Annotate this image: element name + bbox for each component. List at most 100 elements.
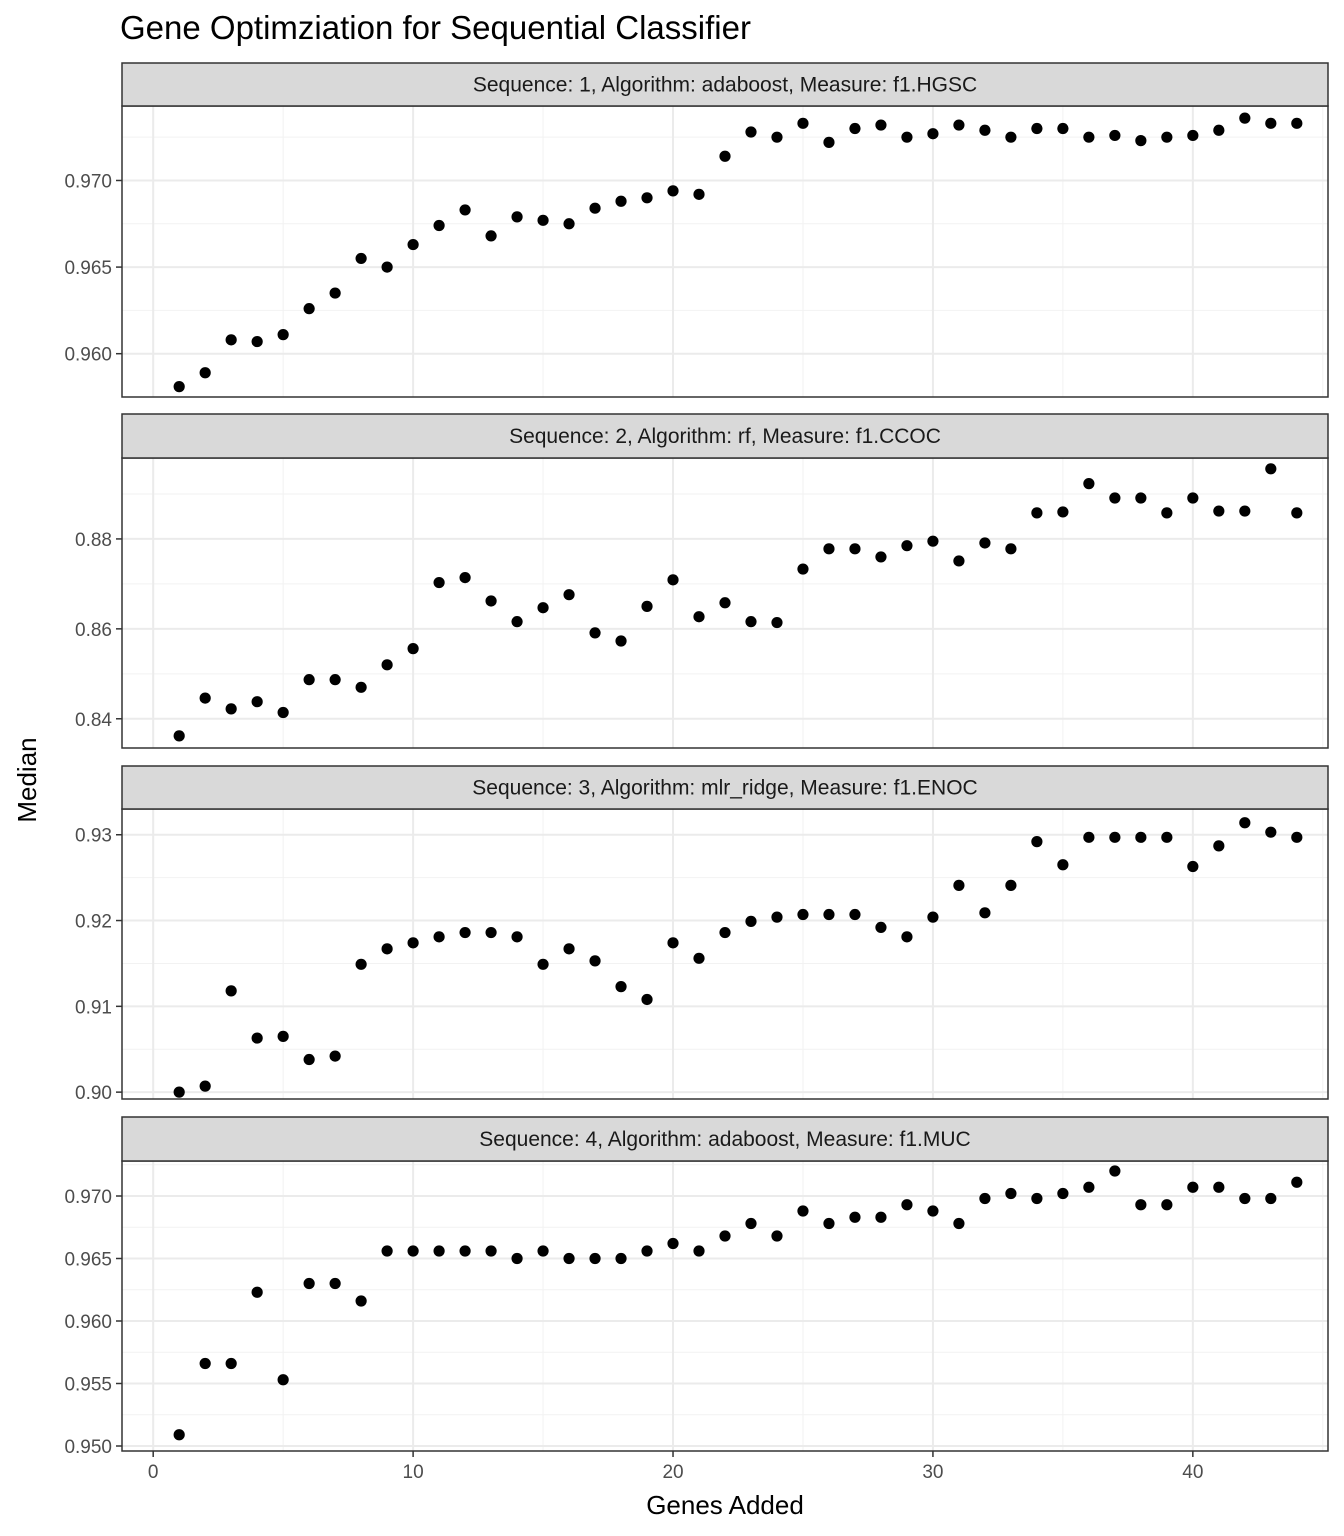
data-point bbox=[511, 616, 523, 628]
data-point bbox=[173, 1086, 185, 1098]
data-point bbox=[1213, 505, 1225, 517]
data-point bbox=[849, 543, 861, 555]
data-point bbox=[199, 692, 211, 704]
facet-panel-1: 0.960 0.965 0.970 Sequence: 1, Algorithm: a… bbox=[64, 62, 1329, 398]
data-point bbox=[1031, 1192, 1043, 1205]
data-point bbox=[1005, 1187, 1017, 1200]
data-point bbox=[693, 611, 705, 623]
data-point bbox=[407, 238, 419, 251]
data-point bbox=[719, 1230, 731, 1242]
data-point bbox=[1291, 507, 1303, 519]
facet-panel-2: 0.84 0.86 0.88 Sequence: 2, Algorithm: rf, … bbox=[75, 413, 1329, 749]
data-point bbox=[1005, 879, 1017, 891]
data-point bbox=[485, 595, 497, 607]
data-point bbox=[849, 908, 861, 921]
data-point bbox=[1109, 129, 1121, 142]
data-point bbox=[1187, 860, 1199, 873]
data-point bbox=[927, 1205, 939, 1217]
data-point bbox=[1213, 1181, 1225, 1193]
data-point bbox=[277, 1374, 289, 1386]
data-point bbox=[1239, 505, 1251, 517]
data-point bbox=[771, 616, 783, 629]
data-point bbox=[1031, 122, 1043, 135]
data-point bbox=[173, 381, 185, 393]
data-point bbox=[1005, 543, 1017, 555]
data-point bbox=[303, 303, 315, 315]
data-point bbox=[563, 1252, 575, 1265]
data-point bbox=[875, 119, 887, 131]
data-point bbox=[511, 931, 523, 943]
data-point bbox=[485, 1245, 497, 1257]
data-point bbox=[381, 659, 393, 671]
y-tick-label: 0.93 bbox=[75, 826, 112, 847]
facet-strip-label: Sequence: 1, Algorithm: adaboost, Measur… bbox=[473, 74, 977, 97]
data-point bbox=[277, 329, 289, 341]
data-point bbox=[615, 195, 627, 207]
data-point bbox=[407, 1245, 419, 1257]
y-tick-label: 0.965 bbox=[64, 1250, 112, 1271]
y-axis-title: Median bbox=[12, 737, 42, 822]
data-point bbox=[1083, 831, 1095, 843]
data-point bbox=[1265, 1192, 1277, 1205]
data-point bbox=[537, 958, 549, 970]
data-point bbox=[303, 1277, 315, 1290]
data-point bbox=[797, 1205, 809, 1217]
data-point bbox=[875, 1211, 887, 1223]
data-point bbox=[199, 367, 211, 379]
data-point bbox=[1291, 117, 1303, 129]
data-point bbox=[329, 1050, 341, 1062]
y-tick-label: 0.84 bbox=[75, 710, 112, 731]
data-point bbox=[1109, 492, 1121, 504]
data-point bbox=[433, 931, 445, 943]
data-point bbox=[797, 117, 809, 129]
y-tick-label: 0.86 bbox=[75, 620, 112, 641]
data-point bbox=[459, 1245, 471, 1257]
data-point bbox=[641, 600, 653, 612]
data-point bbox=[1265, 463, 1277, 475]
data-point bbox=[1031, 836, 1043, 848]
data-point bbox=[719, 150, 731, 162]
data-point bbox=[1109, 831, 1121, 843]
data-point bbox=[745, 915, 757, 927]
data-point bbox=[355, 958, 367, 970]
data-point bbox=[407, 643, 419, 655]
data-point bbox=[927, 911, 939, 923]
data-point bbox=[563, 943, 575, 955]
data-point bbox=[953, 1217, 965, 1230]
y-tick-label: 0.950 bbox=[64, 1437, 112, 1458]
facet-panel-3: 0.90 0.91 0.92 0.93 Sequence: 3, Algorithm: … bbox=[75, 765, 1329, 1104]
data-point bbox=[953, 555, 965, 567]
data-point bbox=[745, 1217, 757, 1230]
data-point bbox=[901, 931, 913, 943]
y-tick-label: 0.91 bbox=[75, 997, 112, 1018]
data-point bbox=[1005, 131, 1017, 143]
data-point bbox=[1161, 1199, 1173, 1211]
data-point bbox=[979, 124, 991, 136]
data-point bbox=[823, 543, 835, 555]
data-point bbox=[875, 921, 887, 934]
data-point bbox=[277, 706, 289, 719]
data-point bbox=[173, 730, 185, 742]
facet-panel-4: 0.950 0.955 0.960 0.965 0.970 Sequence: 4, Al… bbox=[64, 1116, 1329, 1483]
data-point bbox=[485, 926, 497, 939]
y-tick-label: 0.955 bbox=[64, 1375, 112, 1396]
data-point bbox=[693, 188, 705, 200]
data-point bbox=[485, 230, 497, 242]
data-point bbox=[199, 1080, 211, 1092]
data-point bbox=[433, 219, 445, 232]
x-tick-label: 30 bbox=[922, 1462, 943, 1483]
y-tick-label: 0.88 bbox=[75, 530, 112, 551]
data-point bbox=[173, 1429, 185, 1441]
data-point bbox=[303, 1053, 315, 1066]
data-point bbox=[771, 1230, 783, 1242]
facet-strip bbox=[121, 62, 1329, 107]
data-point bbox=[1239, 1192, 1251, 1205]
data-point bbox=[563, 218, 575, 230]
y-tick-label: 0.960 bbox=[64, 345, 112, 366]
data-point bbox=[979, 1192, 991, 1205]
data-point bbox=[563, 589, 575, 601]
y-tick-label: 0.92 bbox=[75, 912, 112, 933]
data-point bbox=[1057, 506, 1069, 518]
data-point bbox=[615, 981, 627, 993]
